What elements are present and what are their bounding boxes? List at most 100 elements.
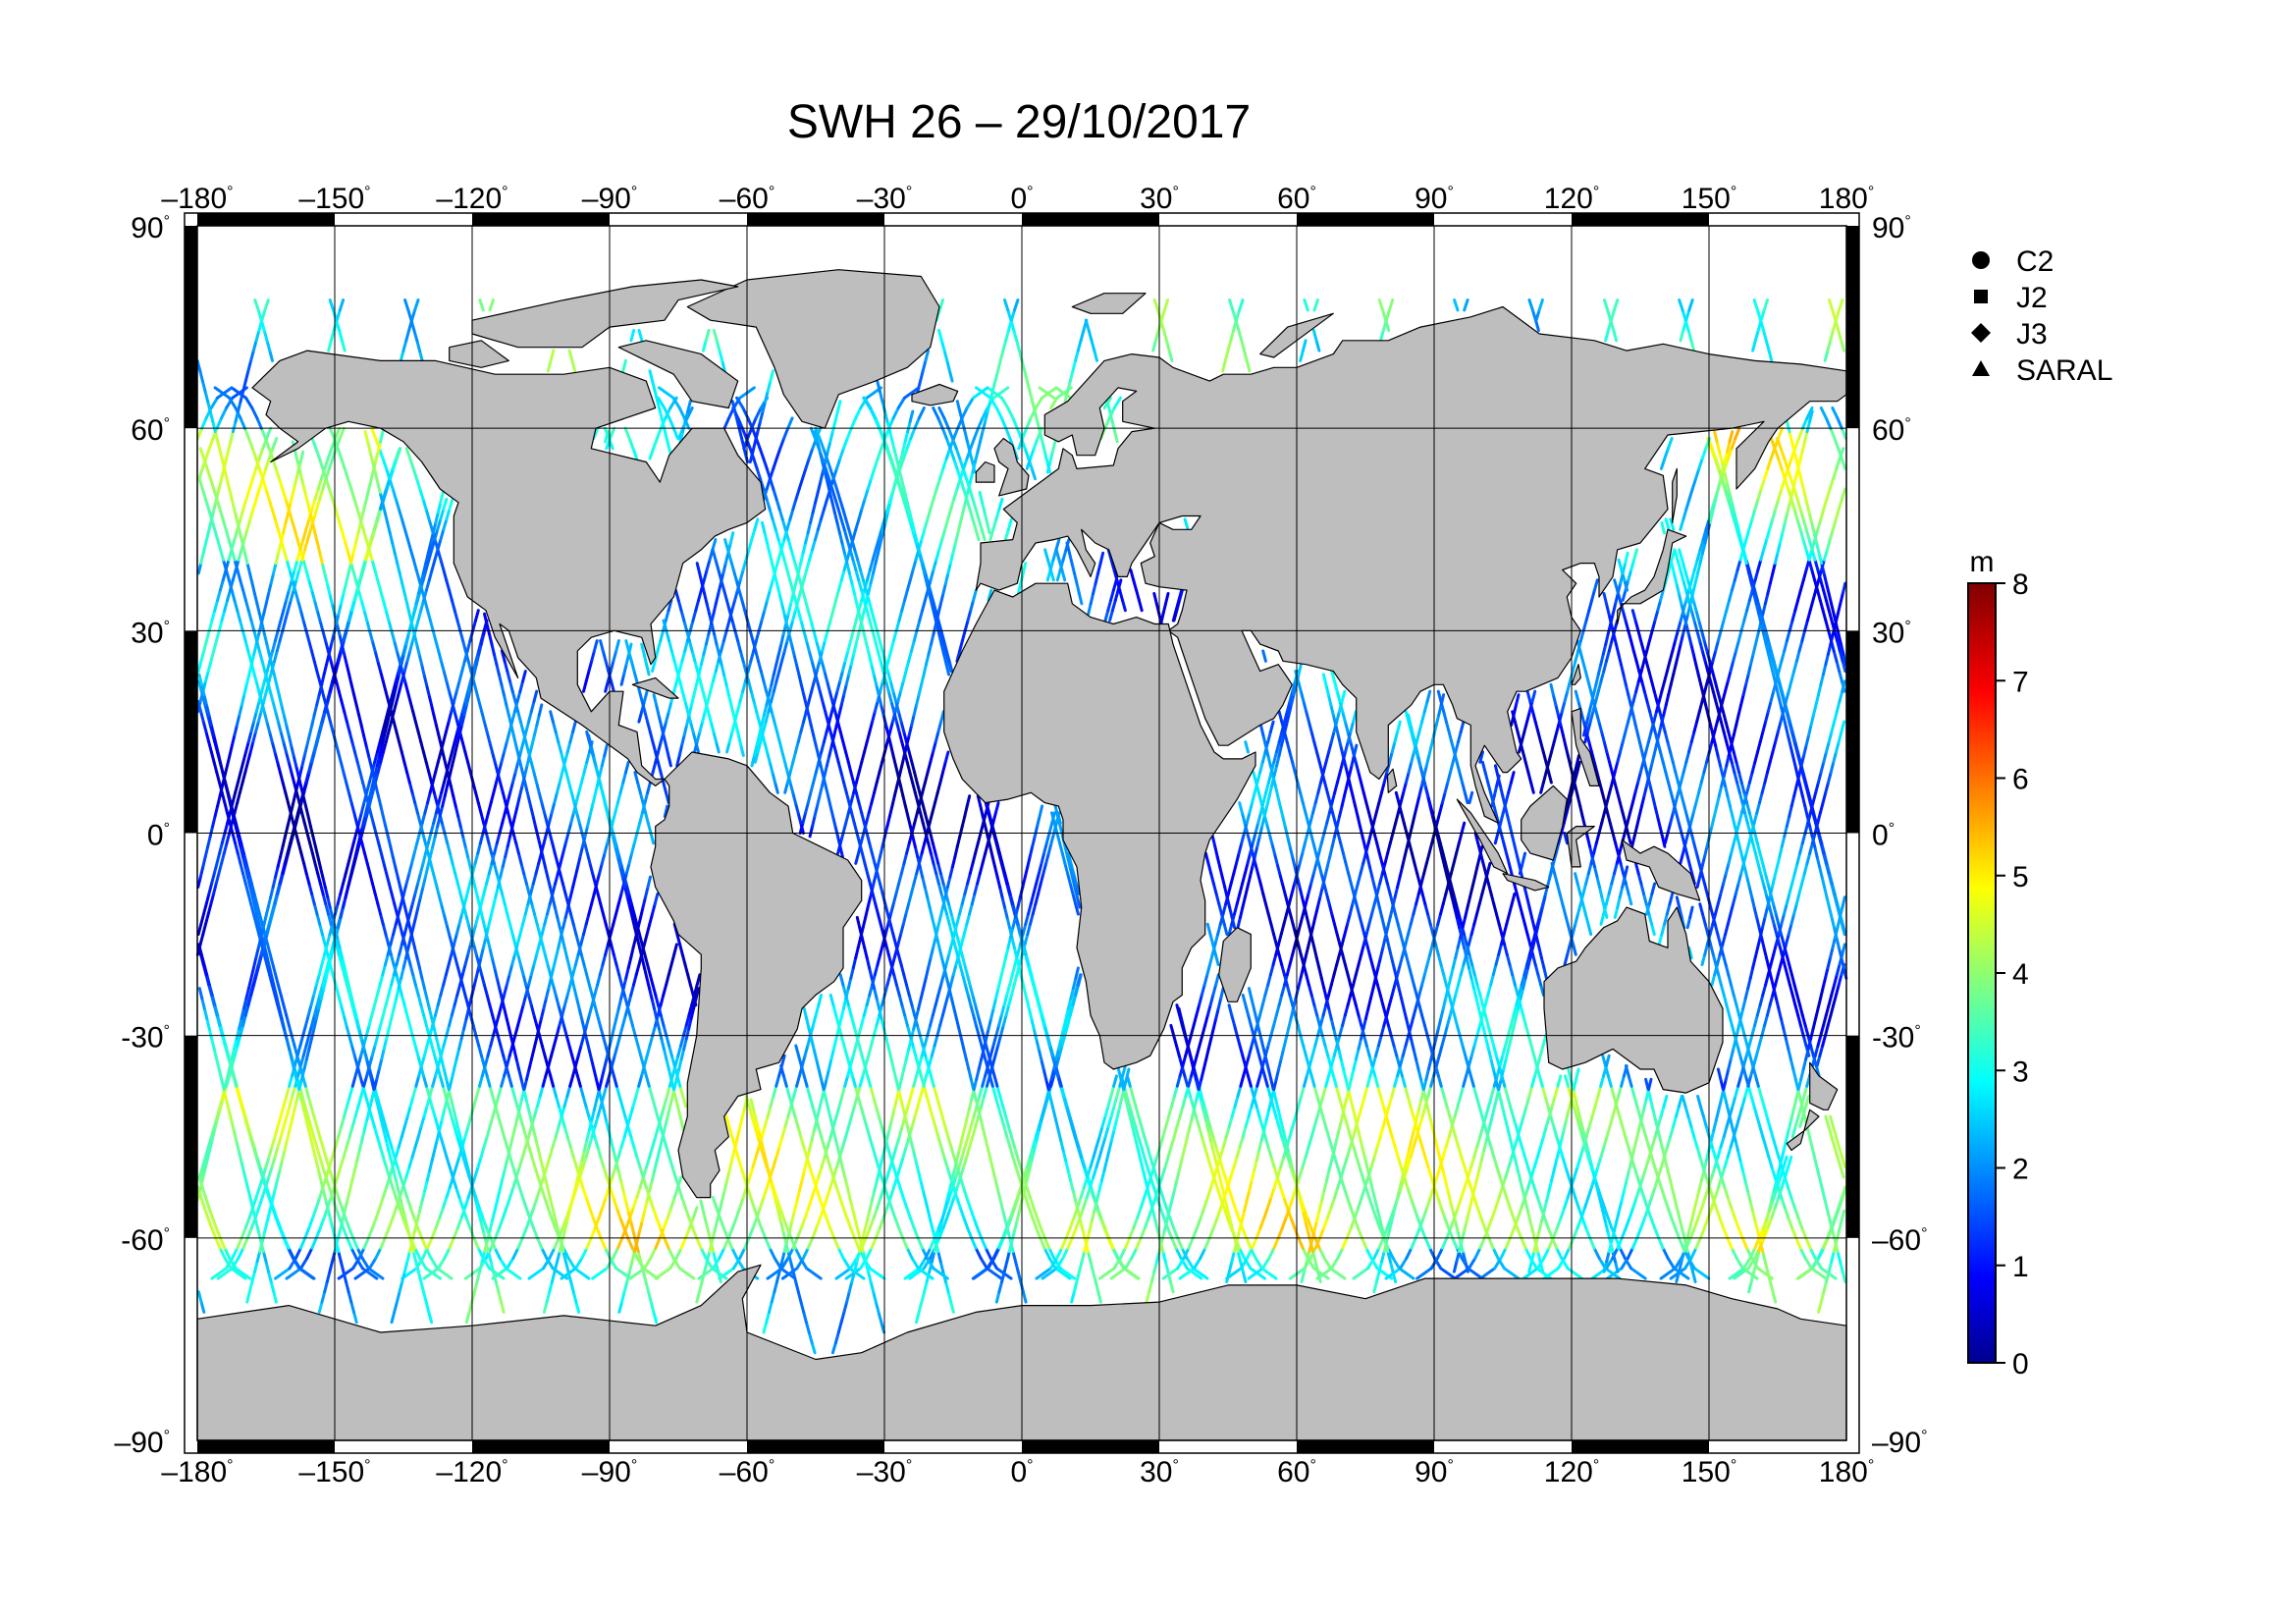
track-segment xyxy=(1682,801,1688,815)
track-segment xyxy=(1387,1124,1394,1139)
track-segment xyxy=(1472,1196,1479,1210)
track-segment xyxy=(741,558,748,571)
track-segment xyxy=(938,1013,944,1027)
track-segment xyxy=(811,538,817,552)
track-segment xyxy=(838,497,845,512)
track-segment xyxy=(1354,760,1361,775)
track-segment xyxy=(497,760,504,775)
track-segment xyxy=(928,1054,934,1068)
track-segment xyxy=(863,578,869,592)
track-segment xyxy=(654,1267,672,1280)
track-segment xyxy=(431,771,438,784)
track-segment xyxy=(337,1124,344,1139)
track-segment xyxy=(721,628,728,643)
track-segment xyxy=(1413,1206,1419,1219)
track-segment xyxy=(1617,558,1624,571)
track-segment xyxy=(357,811,363,825)
track-segment xyxy=(1016,1155,1023,1169)
track-segment xyxy=(968,983,975,997)
track-segment xyxy=(201,720,208,733)
track-segment xyxy=(364,1023,371,1038)
track-segment xyxy=(236,790,241,805)
track-segment xyxy=(925,821,932,835)
track-segment xyxy=(896,933,903,947)
track-segment xyxy=(1055,568,1062,582)
track-segment xyxy=(534,861,541,876)
track-segment xyxy=(976,872,982,886)
track-segment xyxy=(984,841,989,855)
track-segment xyxy=(750,527,757,542)
track-segment xyxy=(949,497,956,512)
track-segment xyxy=(337,1267,355,1280)
track-segment xyxy=(1478,993,1484,1007)
track-segment xyxy=(373,750,379,764)
track-segment xyxy=(1354,1003,1361,1017)
track-segment xyxy=(371,1216,378,1229)
track-segment xyxy=(294,1246,302,1260)
track-segment xyxy=(548,1246,557,1260)
track-segment xyxy=(1824,1023,1830,1038)
track-segment xyxy=(652,437,659,451)
track-segment xyxy=(834,457,842,470)
track-segment xyxy=(673,1054,680,1068)
track-segment xyxy=(434,1003,440,1017)
track-segment xyxy=(1773,1196,1781,1210)
track-segment xyxy=(1425,1034,1432,1048)
track-segment xyxy=(1480,760,1487,775)
track-segment xyxy=(1650,679,1656,693)
track-segment xyxy=(969,437,976,451)
track-segment xyxy=(346,1095,351,1109)
track-segment xyxy=(1116,578,1123,592)
track-segment xyxy=(532,1105,539,1118)
track-segment xyxy=(1177,1054,1184,1068)
track-segment xyxy=(1238,801,1244,815)
track-segment xyxy=(1233,1023,1239,1038)
track-segment xyxy=(278,628,285,643)
track-segment xyxy=(309,1124,316,1139)
track-segment xyxy=(340,1114,347,1128)
track-segment xyxy=(932,558,938,571)
track-segment xyxy=(520,1145,527,1159)
track-segment xyxy=(816,517,823,531)
track-segment xyxy=(1277,710,1284,724)
track-segment xyxy=(913,1105,920,1118)
track-segment xyxy=(502,1206,508,1219)
track-segment xyxy=(1771,1135,1778,1149)
track-segment xyxy=(1404,952,1411,966)
track-segment xyxy=(439,508,446,521)
track-segment xyxy=(1708,902,1714,916)
track-segment xyxy=(981,851,988,865)
track-segment xyxy=(913,416,921,430)
track-segment xyxy=(223,801,229,815)
track-segment xyxy=(1483,1013,1490,1027)
track-segment xyxy=(905,437,913,451)
track-segment xyxy=(1732,750,1738,764)
track-segment xyxy=(912,872,919,886)
track-segment xyxy=(1330,912,1336,926)
track-segment xyxy=(1783,1175,1789,1189)
track-segment xyxy=(971,993,978,1007)
track-segment xyxy=(1700,628,1706,643)
track-segment xyxy=(800,1054,807,1068)
track-segment xyxy=(659,628,666,643)
track-segment xyxy=(1066,872,1072,886)
track-segment xyxy=(306,1114,313,1128)
track-segment xyxy=(206,902,213,916)
track-segment xyxy=(814,760,821,775)
track-segment xyxy=(430,1226,438,1240)
track-segment xyxy=(1602,740,1609,754)
track-segment xyxy=(819,508,826,521)
track-segment xyxy=(1197,1124,1203,1139)
track-segment xyxy=(527,1124,533,1139)
track-segment xyxy=(1258,882,1265,895)
track-segment xyxy=(1439,1084,1446,1098)
track-segment xyxy=(977,416,985,430)
track-segment xyxy=(1282,1196,1289,1210)
track-segment xyxy=(916,1095,923,1109)
track-segment xyxy=(896,689,902,703)
track-segment xyxy=(1451,1124,1458,1139)
track-segment xyxy=(714,659,721,674)
track-segment xyxy=(774,1145,781,1159)
track-segment xyxy=(1364,1044,1371,1057)
track-segment xyxy=(494,1226,502,1240)
